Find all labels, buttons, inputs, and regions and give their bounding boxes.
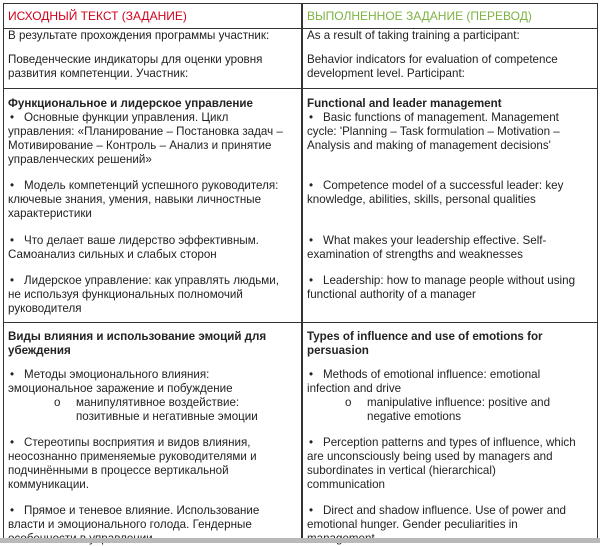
table-border-left <box>3 3 4 543</box>
text-line: развития компетенции. Участник: <box>8 67 189 80</box>
translation-header: ВЫПОЛНЕННОЕ ЗАДАНИЕ (ПЕРЕВОД) <box>307 9 532 23</box>
bullet-icon: • <box>10 179 15 192</box>
table-border-top <box>3 3 598 4</box>
text-line: убеждения <box>8 344 71 357</box>
text-line: cycle: 'Planning – Task formulation – Mo… <box>307 125 560 138</box>
text-line: власти и эмоционального голода. Гендерны… <box>8 518 252 531</box>
row-divider <box>3 28 598 29</box>
text-line: Самоанализ сильных и слабых сторон <box>8 248 217 261</box>
row-divider <box>3 322 598 323</box>
text-line: persuasion <box>307 344 369 357</box>
text-line: характеристики <box>8 207 92 220</box>
text-line: subordinates in vertical (hierarchical) <box>307 464 496 477</box>
text-line: negative emotions <box>367 410 462 423</box>
text-line: эмоциональное заражение и побуждение <box>8 382 233 395</box>
text-line: коммуникации. <box>8 478 89 491</box>
text-line: Основные функции управления. Цикл <box>24 111 229 124</box>
text-line: emotional hunger. Gender peculiarities i… <box>307 518 518 531</box>
text-line: неосознанно применяемые руководителями и <box>8 450 257 463</box>
bullet-icon: • <box>10 111 15 124</box>
text-line: Perception patterns and types of influen… <box>323 436 576 449</box>
text-line: В результате прохождения программы участ… <box>8 29 270 42</box>
bullet-icon: • <box>309 504 314 517</box>
window-bottom-edge <box>0 538 600 543</box>
text-line: позитивные и негативные эмоции <box>76 410 258 423</box>
text-line: Поведенческие индикаторы для оценки уров… <box>8 53 263 66</box>
bullet-icon: • <box>10 436 15 449</box>
text-line: не используя функциональных полномочий <box>8 288 243 301</box>
text-line: Functional and leader management <box>307 97 502 110</box>
text-line: are unconsciously being used by managers… <box>307 450 553 463</box>
bullet-icon: • <box>10 234 15 247</box>
text-line: Leadership: how to manage people without… <box>323 274 576 287</box>
row-divider <box>3 88 598 89</box>
text-line: управленческих решений» <box>8 153 152 166</box>
bullet-icon: • <box>309 179 314 192</box>
text-line: What makes your leadership effective. Se… <box>323 234 547 247</box>
text-line: As a result of taking training a partici… <box>307 29 520 42</box>
text-line: infection and drive <box>307 382 402 395</box>
text-line: functional authority of a manager <box>307 288 476 301</box>
text-line: Competence model of a successful leader:… <box>323 179 564 192</box>
text-line: управления: «Планирование – Постановка з… <box>8 125 283 138</box>
text-line: манипулятивное воздействие: <box>76 396 240 409</box>
text-line: Лидерское управление: как управлять людь… <box>24 274 279 287</box>
text-line: Прямое и теневое влияние. Использование <box>24 504 260 517</box>
text-line: Стереотипы восприятия и видов влияния, <box>24 436 251 449</box>
text-line: Модель компетенций успешного руководител… <box>24 179 279 192</box>
text-line: communication <box>307 478 385 491</box>
bullet-icon: • <box>10 274 15 287</box>
column-divider <box>301 3 303 543</box>
table-border-right <box>597 3 598 543</box>
bullet-icon: • <box>10 504 15 517</box>
text-line: Мотивирование – Контроль – Анализ и прин… <box>8 139 272 152</box>
bullet-icon: • <box>10 368 15 381</box>
text-line: Behavior indicators for evaluation of co… <box>307 53 558 66</box>
text-line: examination of strengths and weaknesses <box>307 248 523 261</box>
bullet-icon: • <box>309 436 314 449</box>
text-line: knowledge, abilities, skills, personal q… <box>307 193 536 206</box>
text-line: Что делает ваше лидерство эффективным. <box>24 234 259 247</box>
text-line: руководителя <box>8 302 82 315</box>
text-line: Функциональное и лидерское управление <box>8 97 253 110</box>
sub-bullet-icon: o <box>54 396 61 409</box>
text-line: development level. Participant: <box>307 67 465 80</box>
text-line: manipulative influence: positive and <box>367 396 551 409</box>
text-line: ключевые знания, умения, навыки личностн… <box>8 193 262 206</box>
text-line: Types of influence and use of emotions f… <box>307 330 543 343</box>
source-text-header: ИСХОДНЫЙ ТЕКСТ (ЗАДАНИЕ) <box>8 9 187 23</box>
text-line: подчинёнными в процессе вертикальной <box>8 464 229 477</box>
text-line: Direct and shadow influence. Use of powe… <box>323 504 566 517</box>
sub-bullet-icon: o <box>345 396 352 409</box>
text-line: Basic functions of management. Managemen… <box>323 111 559 124</box>
bullet-icon: • <box>309 234 314 247</box>
bullet-icon: • <box>309 111 314 124</box>
bullet-icon: • <box>309 274 314 287</box>
text-line: Виды влияния и использование эмоций для <box>8 330 267 343</box>
bullet-icon: • <box>309 368 314 381</box>
text-line: Methods of emotional influence: emotiona… <box>323 368 541 381</box>
text-line: Analysis and making of management decisi… <box>307 139 551 152</box>
text-line: Методы эмоционального влияния: <box>24 368 210 381</box>
